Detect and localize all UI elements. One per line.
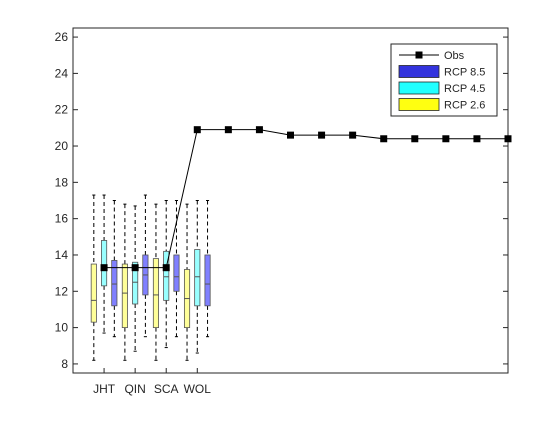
y-tick-label: 22 [55,103,69,117]
legend-label: Obs [444,50,465,62]
box [101,240,108,287]
box [111,260,118,307]
box [194,249,201,307]
y-tick-label: 24 [55,66,69,80]
legend-label: RCP 4.5 [444,83,485,95]
box [163,250,170,301]
y-tick-label: 18 [55,175,69,189]
obs-point [318,131,326,139]
legend-swatch [398,65,440,78]
y-tick-label: 26 [55,30,69,44]
x-tick-label: SCA [154,382,179,396]
legend-swatch [398,81,440,95]
y-tick-label: 12 [55,284,69,298]
x-tick-label: JHT [93,382,116,396]
x-tick-label: WOL [184,382,212,396]
obs-point [411,135,419,143]
obs-line [104,129,508,269]
obs-point [255,126,263,134]
obs-point [131,264,139,272]
y-tick-label: 16 [55,212,69,226]
box [204,254,211,307]
obs-point [287,131,294,139]
box [173,254,180,292]
obs-point [193,126,201,134]
obs-point [162,264,170,272]
y-tick-label: 14 [55,248,69,262]
legend-label: RCP 2.6 [444,100,485,112]
y-tick-label: 8 [61,357,68,371]
obs-point [380,135,388,143]
legend-label: RCP 8.5 [444,67,485,79]
box [90,263,97,323]
obs-point [100,264,108,272]
y-tick-label: 20 [55,139,69,153]
box [152,258,160,329]
obs-point [473,135,481,143]
obs-point [349,131,357,139]
legend-swatch [398,98,440,111]
x-tick-label: QIN [124,382,145,396]
box [121,263,128,329]
box [132,261,139,305]
legend: Obs RCP 8.5 RCP 4.5 RCP 2.6 [390,43,498,117]
obs-point [504,135,512,143]
legend-marker [415,51,423,59]
y-tick-label: 10 [55,321,69,335]
obs-point [442,135,450,143]
obs-point [224,126,232,134]
